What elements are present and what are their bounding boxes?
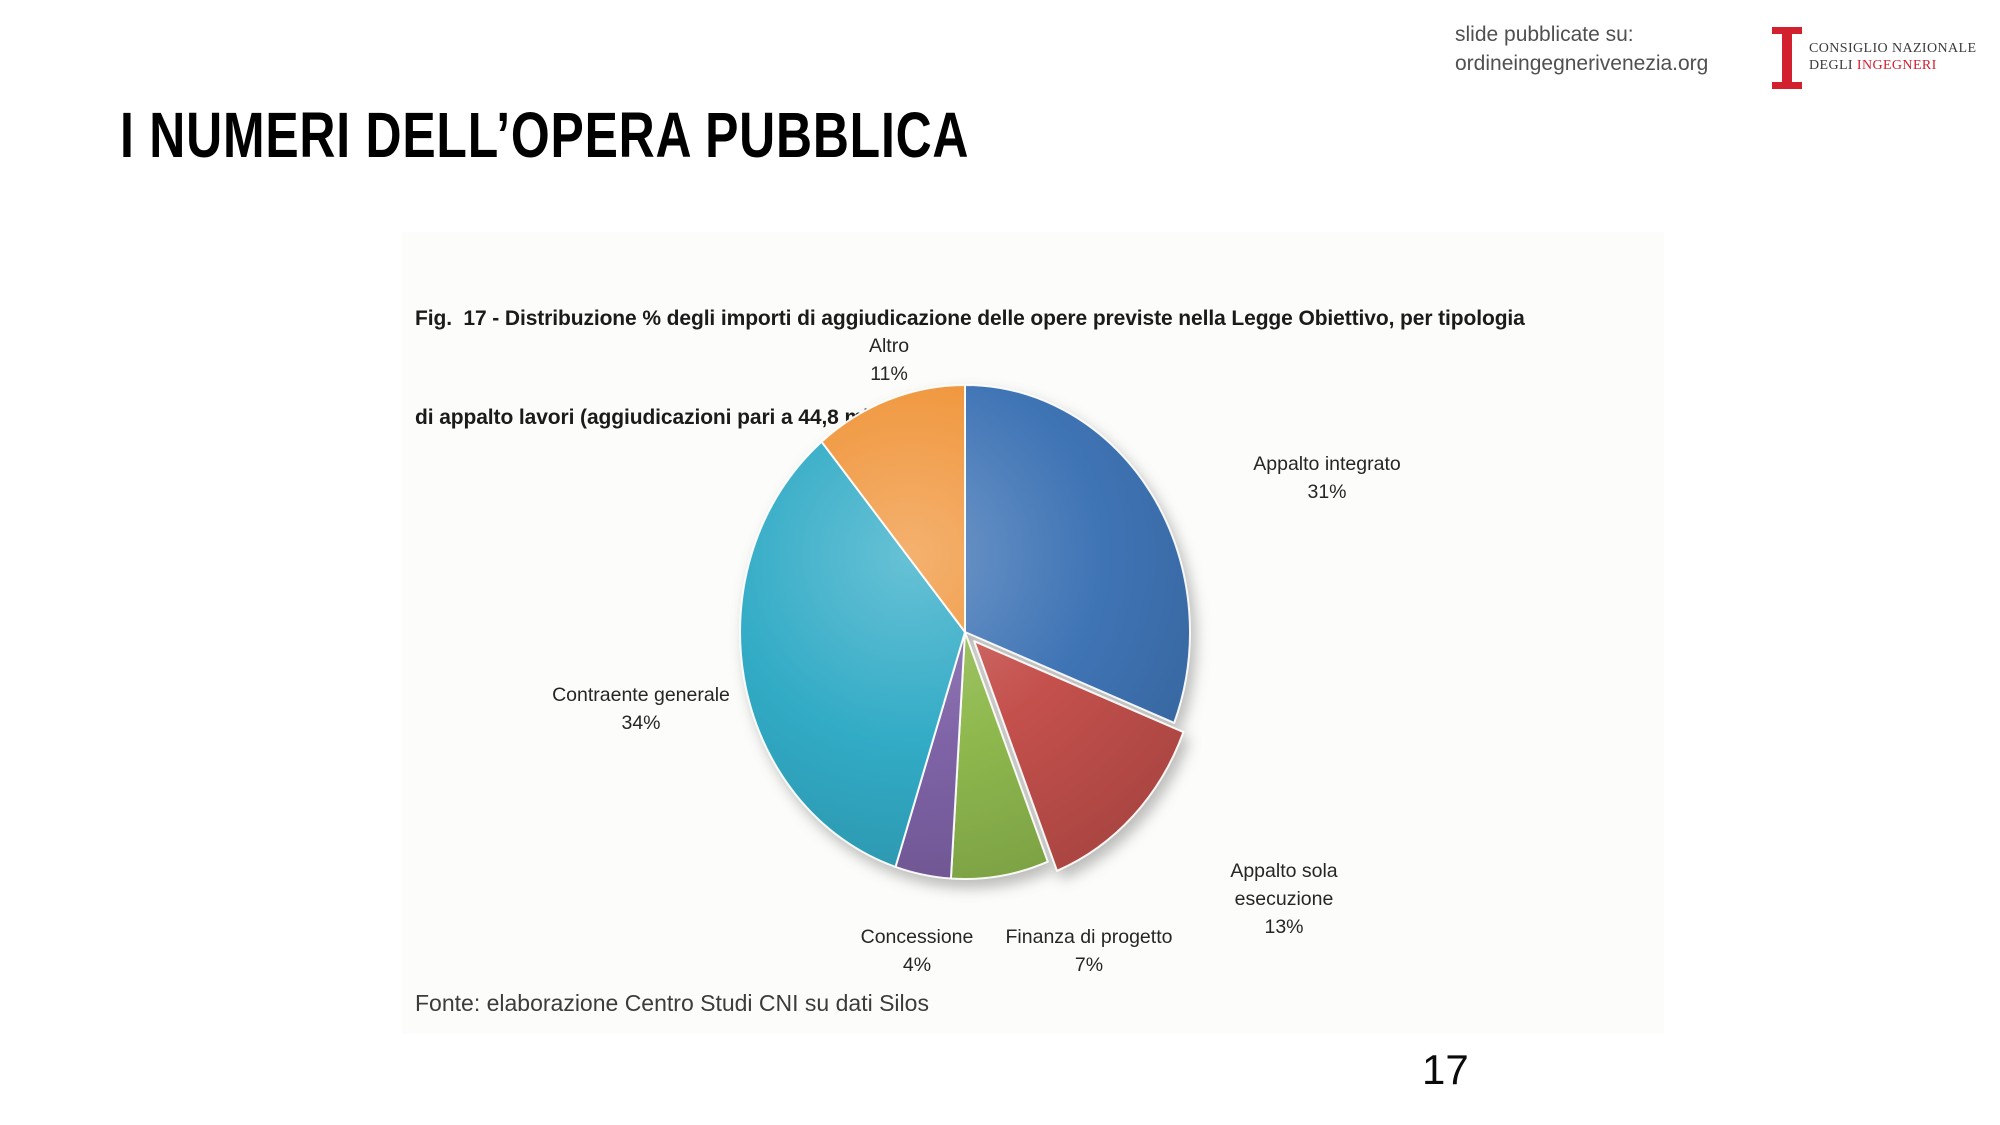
pie-label-name: Appalto sola esecuzione xyxy=(1230,860,1338,910)
logo-org-line2: DEGLI INGEGNERI xyxy=(1809,57,1976,74)
logo-org-line1: CONSIGLIO NAZIONALE xyxy=(1809,41,1977,56)
figure-caption-line1: Fig. 17 - Distribuzione % degli importi … xyxy=(415,307,1525,330)
pie-label-altro: Altro 11% xyxy=(824,332,954,388)
pie-label-percent: 11% xyxy=(870,363,908,385)
pie-slice-finanza-di-progetto xyxy=(949,631,1049,880)
published-note: slide pubblicate su: ordineingegnerivene… xyxy=(1455,20,1708,78)
pie-chart-svg xyxy=(739,384,1191,880)
page-number: 17 xyxy=(1422,1046,1469,1093)
cni-logo: CONSIGLIO NAZIONALE DEGLI INGEGNERI xyxy=(1772,27,1992,91)
pie-label-name: Altro xyxy=(868,335,910,357)
pie-slice-appalto-integrato xyxy=(964,384,1191,724)
pie-label-name: Contraente generale xyxy=(552,684,730,706)
figure-caption: Fig. 17 - Distribuzione % degli importi … xyxy=(415,236,1665,500)
published-note-url: ordineingegnerivenezia.org xyxy=(1455,52,1709,75)
pie-slice-appalto-sola-esecuzione xyxy=(973,640,1185,872)
pie-label-percent: 4% xyxy=(902,954,932,976)
logo-org-line2-prefix: DEGLI xyxy=(1809,58,1857,73)
pie-label-name: Appalto integrato xyxy=(1253,453,1401,475)
pie-slice-contraente-generale xyxy=(739,440,966,868)
pie-slice-altro xyxy=(820,384,966,633)
published-note-line1: slide pubblicate su: xyxy=(1455,23,1634,46)
page-title: I NUMERI DELL’OPERA PUBBLICA xyxy=(120,99,970,171)
pie-label-name: Concessione xyxy=(860,926,974,948)
pie-label-name: Finanza di progetto xyxy=(1005,926,1173,948)
figure-source: Fonte: elaborazione Centro Studi CNI su … xyxy=(415,990,929,1016)
pie-label-concessione: Concessione 4% xyxy=(827,923,1007,979)
logo-org-name: CONSIGLIO NAZIONALE DEGLI INGEGNERI xyxy=(1809,40,1976,74)
logo-org-line2-accent: INGEGNERI xyxy=(1856,58,1937,73)
pie-label-percent: 34% xyxy=(621,712,661,734)
pie-label-finanza-di-progetto: Finanza di progetto 7% xyxy=(969,923,1209,979)
pie-label-percent: 13% xyxy=(1264,916,1304,938)
pie-label-percent: 31% xyxy=(1307,481,1347,503)
logo-i-bottom-serif xyxy=(1772,82,1802,89)
pie-label-contraente-generale: Contraente generale 34% xyxy=(511,681,771,737)
logo-i-stem xyxy=(1782,27,1792,89)
pie-label-percent: 7% xyxy=(1074,954,1104,976)
logo-i-mark-icon xyxy=(1772,27,1802,89)
pie-label-appalto-sola-esecuzione: Appalto sola esecuzione 13% xyxy=(1209,857,1359,941)
pie-label-appalto-integrato: Appalto integrato 31% xyxy=(1212,450,1442,506)
